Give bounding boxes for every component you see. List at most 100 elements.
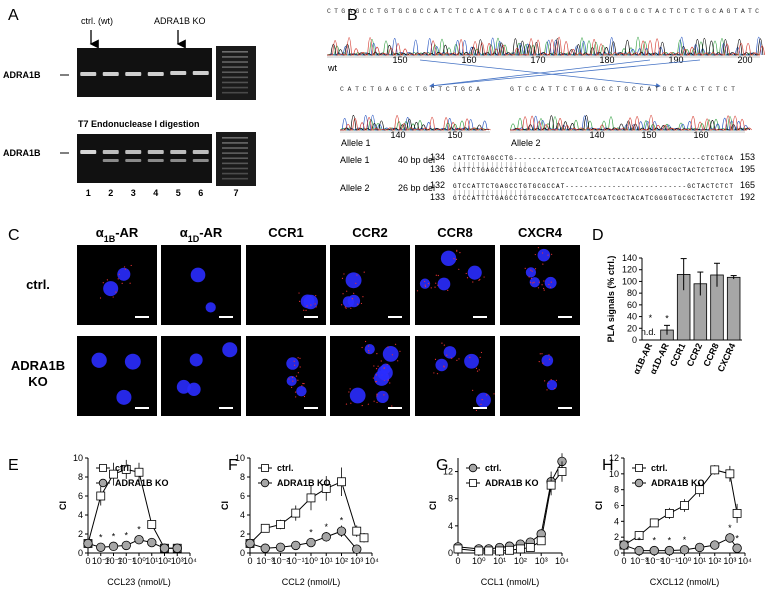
y-axis-label: PLA signals (% ctrl.) — [606, 256, 616, 343]
x-axis-label: CCL1 (nmol/L) — [481, 577, 540, 587]
marker — [546, 480, 556, 490]
y-tick-label: 120 — [622, 265, 637, 275]
pla-dot — [363, 271, 365, 273]
panel-label: C — [8, 227, 20, 244]
x-tick-label: 10³ — [350, 556, 363, 566]
marker — [557, 467, 567, 476]
row-label-box: ctrl. — [26, 277, 50, 292]
pla-dot — [548, 354, 550, 356]
trace-axis-label: 160 — [461, 55, 476, 65]
x-tick-label: 10⁻¹ — [117, 556, 135, 566]
micrograph — [246, 336, 326, 416]
pla-dot — [345, 307, 347, 309]
trace-axis-label: 190 — [668, 55, 683, 65]
y-tick-label: 12 — [609, 453, 619, 463]
pla-dot — [361, 404, 363, 407]
pla-dot — [295, 396, 297, 398]
pla-dot — [475, 409, 478, 412]
aligned-sequence: CATTCTGAGCCTGTGCGCCATCTCCATCGATCGCTACATC… — [453, 167, 733, 174]
pla-dot — [554, 387, 556, 390]
header-part: CCR2 — [352, 225, 387, 240]
dna-band — [147, 72, 164, 76]
nucleus — [464, 353, 479, 369]
position: 153 — [740, 152, 755, 162]
position: 195 — [740, 164, 755, 174]
pla-dot — [368, 351, 370, 353]
sequence: CATCTGAGCCTGCTCTGCA — [340, 86, 480, 93]
marker — [108, 541, 119, 552]
band-label: ADRA1B — [3, 70, 41, 80]
nucleus — [286, 357, 299, 370]
x-axis-label: CCL2 (nmol/L) — [282, 577, 341, 587]
pla-dot — [376, 352, 378, 355]
micrograph — [77, 336, 157, 416]
pla-dot — [376, 393, 378, 395]
panel-label: E — [8, 457, 19, 474]
pla-dot — [348, 391, 350, 393]
pla-dot — [493, 393, 495, 395]
position: 192 — [740, 192, 755, 202]
position: 132 — [430, 180, 445, 190]
chromatogram — [340, 119, 486, 131]
nucleus — [176, 379, 191, 394]
pla-dot — [364, 340, 367, 343]
lane-number: 7 — [233, 188, 238, 198]
pla-dot — [555, 379, 557, 381]
pla-dot — [303, 383, 305, 385]
y-tick-label: 6 — [614, 501, 619, 511]
bar — [726, 276, 741, 341]
column-header: CCR8 — [437, 225, 472, 240]
y-tick-label: 8 — [240, 472, 245, 482]
lane-number: 3 — [131, 188, 136, 198]
x-tick-label: 10⁰ — [304, 556, 318, 566]
pla-dot — [424, 280, 426, 283]
nucleus — [437, 277, 451, 291]
panel-label: D — [592, 227, 604, 244]
pla-dot — [368, 349, 370, 352]
trace-axis-label: 200 — [737, 55, 752, 65]
y-tick-label: 100 — [622, 276, 637, 286]
pla-dot — [299, 357, 301, 359]
x-tick-label: 10² — [335, 556, 348, 566]
pla-dot — [443, 366, 445, 368]
pla-dot — [534, 253, 536, 256]
micrograph — [161, 245, 241, 325]
header-part: 1B — [104, 234, 116, 244]
marker — [96, 491, 106, 501]
pla-dot — [397, 360, 399, 362]
x-tick-label: 10⁻² — [645, 556, 663, 566]
x-tick-label: 0 — [621, 556, 626, 566]
pla-dot — [314, 303, 316, 305]
trace-axis-label: 140 — [589, 130, 604, 140]
pla-dot — [437, 284, 439, 286]
pla-dot — [375, 381, 377, 383]
pla-dot — [544, 380, 546, 382]
pla-dot — [361, 346, 363, 349]
ladder-band — [222, 147, 248, 149]
pla-dot — [349, 388, 351, 390]
pla-dot — [534, 268, 537, 270]
series-line — [457, 461, 563, 550]
pla-dot — [441, 342, 443, 344]
x-tick-label: 10¹ — [320, 556, 333, 566]
pla-dot — [480, 351, 483, 354]
ladder-band — [222, 71, 248, 74]
nucleus — [187, 382, 201, 397]
nucleus — [345, 272, 362, 289]
pla-dot — [297, 379, 299, 381]
pla-dot — [542, 362, 544, 364]
pla-dot — [455, 258, 458, 260]
nucleus — [377, 364, 393, 381]
marker — [732, 509, 742, 518]
pla-dot — [387, 346, 389, 348]
y-tick-label: 0 — [632, 335, 637, 345]
lane-number: 6 — [198, 188, 203, 198]
legend-label: ADRA1B KO — [115, 478, 169, 488]
x-tick-label: 10⁰ — [132, 556, 146, 566]
pla-dot — [479, 278, 481, 280]
header-part: CCR1 — [268, 225, 303, 240]
marker — [96, 542, 106, 553]
legend-label: ctrl. — [651, 463, 668, 473]
significance: * — [683, 535, 687, 545]
